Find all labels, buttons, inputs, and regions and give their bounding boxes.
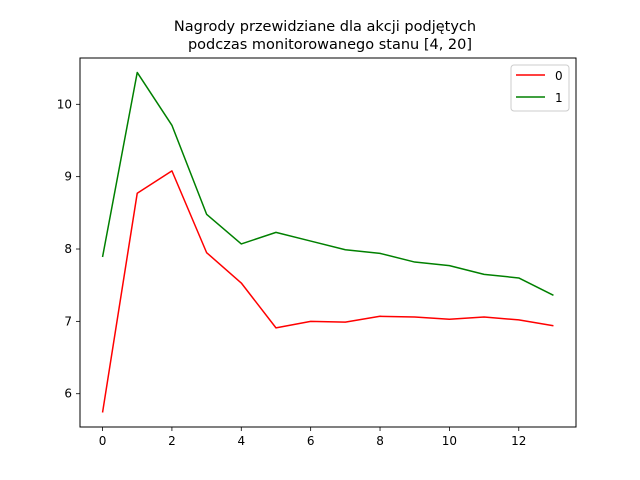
legend-label-series-0: 0	[555, 69, 563, 83]
x-tick-label: 0	[99, 434, 107, 448]
plot-frame	[79, 57, 577, 428]
y-tick-label: 10	[57, 97, 72, 111]
chart-title-line-2: podczas monitorowanego stanu [4, 20]	[188, 37, 472, 53]
x-tick-label: 10	[442, 434, 457, 448]
x-axis: 0 2 4 6 8 10 12	[99, 427, 526, 448]
x-tick-label: 12	[511, 434, 526, 448]
series-layer	[101, 71, 554, 413]
y-tick-label: 8	[64, 242, 72, 256]
x-tick-label: 2	[168, 434, 176, 448]
y-tick-label: 6	[64, 387, 72, 401]
x-tick-label: 4	[237, 434, 245, 448]
series-line-0	[101, 170, 554, 413]
series-line-1	[101, 71, 554, 296]
chart-title-line-1: Nagrody przewidziane dla akcji podjętych	[174, 19, 476, 35]
y-tick-label: 9	[64, 170, 72, 184]
legend-label-series-1: 1	[555, 91, 563, 105]
x-tick-label: 8	[376, 434, 384, 448]
legend-box	[510, 64, 570, 112]
y-tick-label: 7	[64, 314, 72, 328]
x-tick-label: 6	[307, 434, 315, 448]
legend: 0 1	[510, 64, 570, 112]
y-axis: 6 7 8 9 10	[57, 97, 80, 401]
